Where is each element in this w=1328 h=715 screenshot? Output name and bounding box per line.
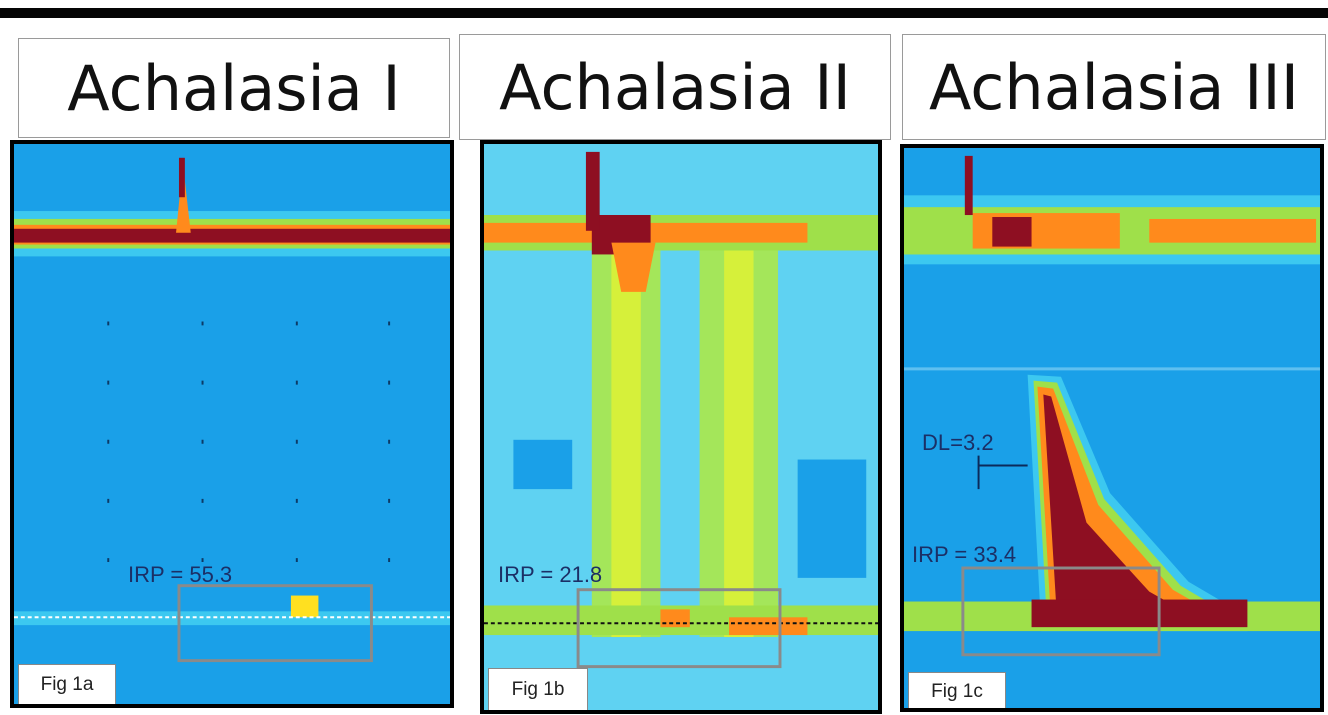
manometry-plot-1c: DL=3.2 IRP = 33.4 Fig 1c	[900, 144, 1324, 712]
title-text: Achalasia I	[67, 51, 401, 125]
fig-label: Fig 1b	[488, 668, 588, 710]
fig-label: Fig 1c	[908, 672, 1006, 708]
irp-label: IRP = 21.8	[498, 562, 603, 587]
irp-label: IRP = 55.3	[128, 562, 233, 587]
manometry-plot-1a: IRP = 55.3 Fig 1a	[10, 140, 454, 708]
pressure-topography-1c	[904, 155, 1320, 657]
top-divider-bar	[0, 8, 1328, 18]
irp-label: IRP = 33.4	[912, 542, 1017, 567]
manometry-plot-1b: IRP = 21.8 Fig 1b	[480, 140, 882, 714]
title-achalasia-1: Achalasia I	[18, 38, 450, 138]
dl-label: DL=3.2	[922, 430, 994, 455]
title-text: Achalasia III	[928, 50, 1299, 124]
title-achalasia-2: Achalasia II	[459, 34, 891, 140]
title-achalasia-3: Achalasia III	[902, 34, 1326, 140]
pressure-topography-1a	[14, 157, 450, 677]
title-text: Achalasia II	[499, 50, 851, 124]
pressure-topography-1b	[484, 144, 878, 710]
fig-label: Fig 1a	[18, 664, 116, 704]
